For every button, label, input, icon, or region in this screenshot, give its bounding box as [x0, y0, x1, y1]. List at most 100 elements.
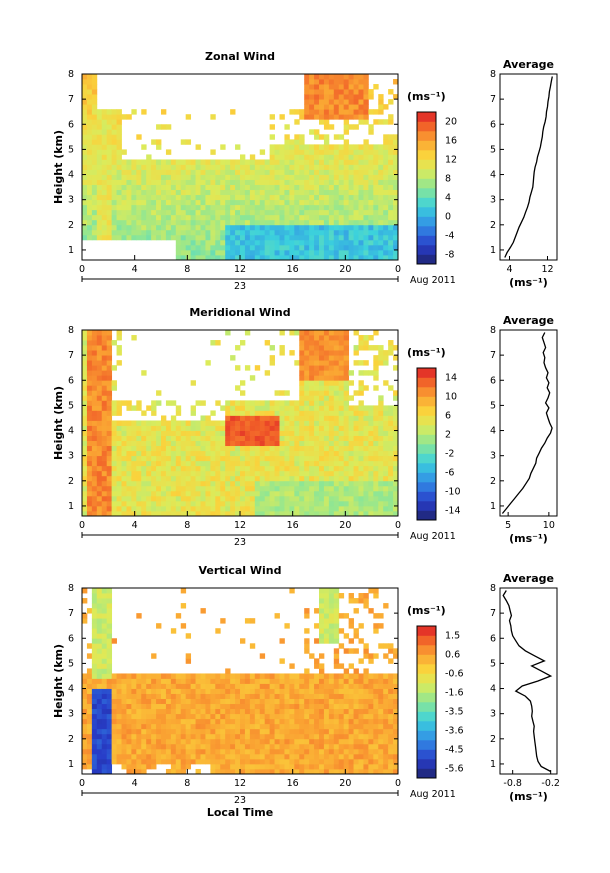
- heatmap-cell: [338, 495, 345, 502]
- heatmap-cell: [309, 395, 315, 401]
- heatmap-cell: [319, 430, 325, 436]
- heatmap-cell: [136, 420, 142, 426]
- heatmap-cell: [304, 415, 310, 421]
- heatmap-cell: [264, 460, 271, 467]
- heatmap-cell: [170, 460, 177, 467]
- heatmap-cell: [151, 169, 157, 175]
- heatmap-cell: [284, 184, 290, 191]
- heatmap-cell: [215, 500, 221, 507]
- heatmap-cell: [210, 678, 216, 684]
- heatmap-cell: [82, 475, 88, 482]
- heatmap-cell: [220, 169, 226, 175]
- heatmap-cell: [294, 244, 300, 251]
- heatmap-cell: [343, 174, 350, 180]
- x-tick-label: 16: [287, 264, 299, 275]
- heatmap-cell: [185, 139, 192, 145]
- heatmap-cell: [304, 154, 310, 160]
- heatmap-cell: [249, 400, 256, 406]
- heatmap-cell: [126, 164, 132, 170]
- heatmap-cell: [358, 104, 364, 110]
- heatmap-cell: [309, 239, 315, 246]
- heatmap-cell: [289, 485, 295, 492]
- heatmap-cell: [328, 360, 335, 366]
- heatmap-cell: [284, 134, 290, 140]
- heatmap-cell: [249, 425, 256, 431]
- heatmap-cell: [240, 179, 246, 185]
- heatmap-cell: [244, 249, 251, 256]
- heatmap-cell: [319, 400, 325, 406]
- heatmap-cell: [259, 224, 266, 231]
- heatmap-cell: [323, 748, 330, 755]
- heatmap-cell: [314, 189, 320, 196]
- heatmap-cell: [151, 139, 157, 145]
- heatmap-cell: [319, 768, 325, 775]
- heatmap-cell: [111, 199, 117, 206]
- heatmap-cell: [368, 189, 374, 196]
- heatmap-cell: [106, 633, 113, 639]
- heatmap-cell: [96, 733, 103, 740]
- heatmap-cell: [373, 224, 379, 231]
- heatmap-cell: [96, 683, 103, 689]
- heatmap-cell: [82, 415, 88, 421]
- heatmap-cell: [264, 440, 271, 447]
- heatmap-cell: [363, 593, 369, 599]
- heatmap-cell: [210, 753, 216, 760]
- heatmap-cell: [294, 738, 300, 745]
- heatmap-cell: [220, 743, 226, 750]
- heatmap-cell: [205, 748, 211, 755]
- heatmap-cell: [299, 450, 305, 457]
- heatmap-cell: [264, 693, 271, 699]
- heatmap-cell: [269, 510, 275, 517]
- heatmap-cell: [91, 355, 98, 361]
- heatmap-cell: [338, 164, 345, 170]
- heatmap-cell: [314, 335, 320, 341]
- heatmap-cell: [161, 485, 167, 492]
- heatmap-cell: [240, 713, 246, 720]
- heatmap-cell: [141, 703, 147, 710]
- heatmap-cell: [358, 713, 364, 720]
- heatmap-cell: [141, 485, 147, 492]
- heatmap-cell: [388, 723, 394, 730]
- heatmap-cell: [111, 164, 117, 170]
- heatmap-cell: [96, 139, 103, 145]
- heatmap-cell: [299, 159, 305, 165]
- heatmap-cell: [323, 189, 330, 196]
- heatmap-cell: [225, 708, 231, 715]
- heatmap-cell: [161, 510, 167, 517]
- heatmap-cell: [141, 465, 147, 472]
- heatmap-cell: [378, 703, 384, 710]
- heatmap-cell: [205, 698, 211, 705]
- heatmap-cell: [195, 703, 201, 710]
- heatmap-cell: [190, 445, 196, 452]
- heatmap-cell: [131, 683, 137, 689]
- heatmap-cell: [254, 718, 261, 725]
- heatmap-cell: [210, 420, 216, 426]
- heatmap-cell: [230, 728, 236, 735]
- heatmap-cell: [210, 209, 216, 216]
- heatmap-cell: [210, 204, 216, 211]
- heatmap-cell: [368, 254, 374, 261]
- heatmap-cell: [289, 718, 295, 725]
- heatmap-cell: [319, 698, 325, 705]
- heatmap-cell: [259, 194, 266, 201]
- heatmap-cell: [96, 350, 103, 356]
- heatmap-cell: [175, 505, 182, 512]
- heatmap-cell: [323, 703, 330, 710]
- heatmap-cell: [170, 234, 177, 241]
- heatmap-cell: [131, 184, 137, 191]
- heatmap-cell: [373, 345, 379, 351]
- heatmap-cell: [106, 224, 113, 231]
- heatmap-cell: [180, 763, 187, 770]
- heatmap-cell: [319, 490, 325, 497]
- heatmap-cell: [106, 134, 113, 140]
- heatmap-cell: [106, 124, 113, 130]
- heatmap-cell: [180, 480, 187, 487]
- heatmap-cell: [116, 134, 122, 140]
- heatmap-cell: [225, 485, 231, 492]
- heatmap-cell: [264, 219, 271, 226]
- heatmap-cell: [274, 229, 280, 236]
- heatmap-cell: [146, 763, 152, 770]
- heatmap-cell: [279, 254, 285, 261]
- heatmap-cell: [388, 435, 394, 441]
- heatmap-cell: [151, 490, 157, 497]
